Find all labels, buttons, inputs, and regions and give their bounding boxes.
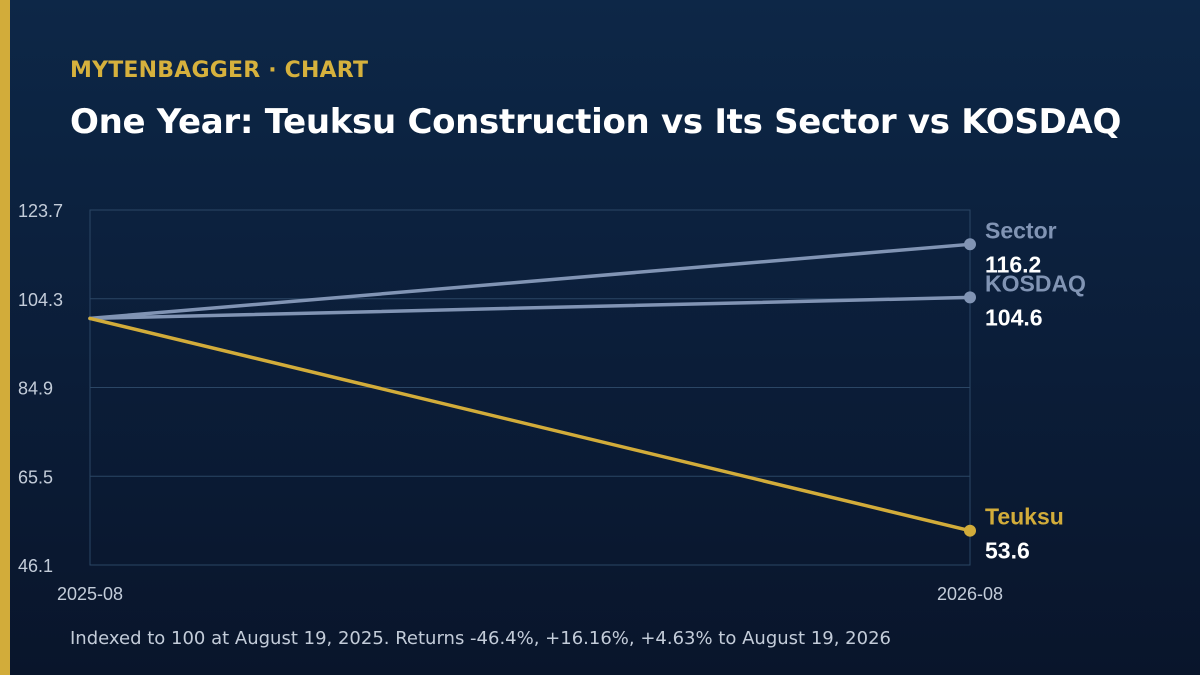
accent-bar: [0, 0, 10, 675]
series-value-label: 116.2: [985, 251, 1041, 277]
series-value-label: 53.6: [985, 538, 1030, 564]
series-line-kosdaq: [88, 295, 972, 321]
y-tick-label: 84.9: [18, 379, 53, 399]
chart-footnote: Indexed to 100 at August 19, 2025. Retur…: [70, 628, 891, 649]
series-line-sector: [88, 242, 972, 321]
series-end-point-sector: [964, 238, 976, 251]
y-tick-label: 123.7: [18, 201, 63, 221]
y-tick-label: 46.1: [18, 556, 53, 576]
y-tick-label: 65.5: [18, 467, 53, 487]
series-value-label: 104.6: [985, 304, 1043, 330]
x-tick-label: 2026-08: [937, 584, 1003, 604]
series-end-point-kosdaq: [964, 291, 976, 304]
chart-title: One Year: Teuksu Construction vs Its Sec…: [70, 102, 1122, 142]
x-tick-label: 2025-08: [57, 584, 123, 604]
brand-label: MYTENBAGGER · CHART: [70, 58, 369, 83]
series-name-label: Sector: [985, 217, 1057, 243]
series-name-label: KOSDAQ: [985, 270, 1086, 296]
series-line-teuksu: [88, 316, 972, 533]
series-name-label: Teuksu: [985, 504, 1064, 530]
series-end-point-teuksu: [964, 524, 976, 537]
y-tick-label: 104.3: [18, 290, 63, 310]
